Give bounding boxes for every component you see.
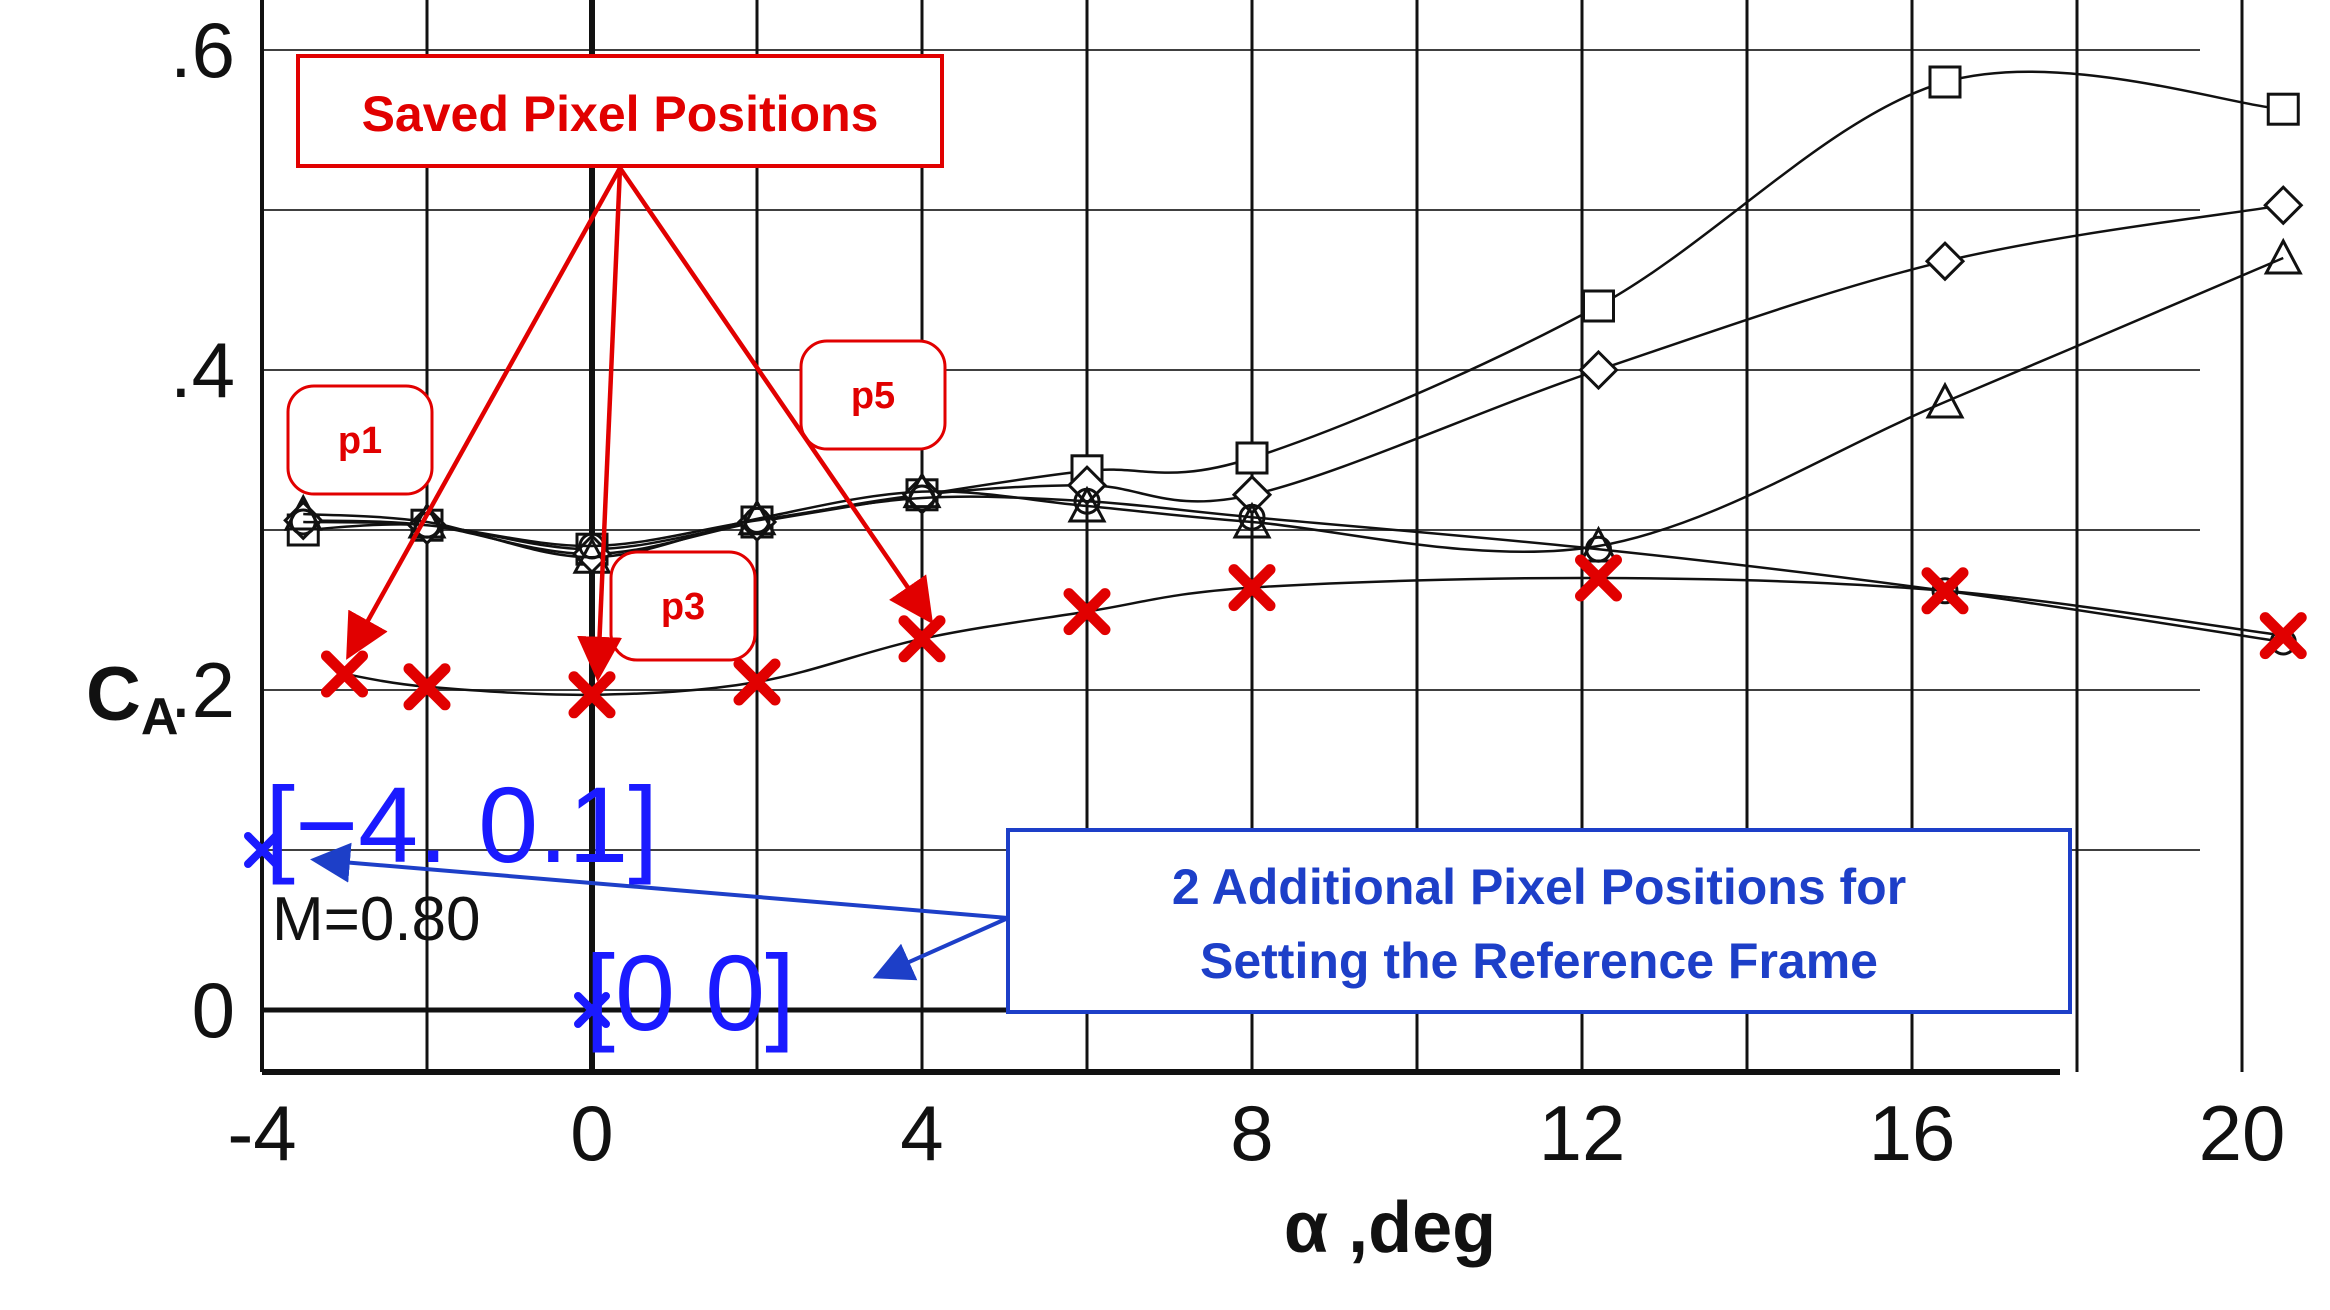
marker-square (1582, 289, 1615, 323)
saved-point-marker-stroke (1921, 567, 1969, 615)
marker-triangle (2263, 237, 2303, 275)
x-tick-label: 0 (570, 1089, 613, 1177)
data-series (283, 65, 2304, 697)
x-tick-label: 12 (1539, 1089, 1626, 1177)
reference-points (244, 832, 610, 1028)
saved-point-marker-stroke (321, 650, 368, 698)
reference-point-marker (574, 992, 610, 1028)
marker-circle (1585, 535, 1612, 563)
point-callout-box (286, 384, 434, 496)
saved-point-marker-stroke (1228, 564, 1276, 612)
reference-point-marker-stroke (574, 992, 610, 1028)
marker-square (1928, 65, 1962, 99)
marker-diamond (1231, 474, 1273, 515)
reference-label-2: [0 0] (585, 932, 795, 1053)
series-line-plain (344, 576, 2284, 697)
marker-square (2266, 92, 2300, 126)
series-line-triangle (303, 256, 2284, 559)
marker-diamond (1924, 241, 1966, 282)
point-callout-label: p1 (338, 420, 382, 462)
marker-circle (908, 484, 936, 512)
point-callouts: p1 p3 p5 (286, 339, 947, 662)
reference-point-marker (244, 832, 280, 868)
saved-point-marker (1575, 554, 1622, 602)
mach-annotation: M=0.80 (272, 885, 481, 954)
series-line-square (303, 70, 2284, 551)
reference-label-1: [−4. 0.1] (265, 764, 658, 885)
point-callout-box (799, 339, 947, 451)
marker-triangle (1925, 381, 1965, 419)
saved-point-marker-stroke (733, 658, 781, 706)
saved-point-marker (733, 658, 781, 706)
marker-square (1235, 441, 1269, 475)
saved-arrow (346, 166, 622, 660)
marker-triangle (1232, 501, 1272, 539)
y-tick-label: .4 (170, 326, 235, 414)
marker-triangle (1067, 485, 1107, 523)
point-callout-label: p3 (661, 586, 705, 628)
point-callout-label: p5 (851, 375, 895, 417)
x-tick-label: 16 (1869, 1089, 1956, 1177)
marker-diamond (1578, 349, 1619, 391)
saved-point-marker (898, 615, 946, 663)
point-callout-p1: p1 (286, 384, 434, 496)
saved-point-marker-stroke (403, 663, 451, 711)
point-callout-p5: p5 (799, 339, 947, 451)
reference-title-line-2: Setting the Reference Frame (1200, 933, 1878, 989)
x-tick-label: 4 (900, 1089, 943, 1177)
saved-point-marker-stroke (898, 615, 946, 663)
saved-point-marker (1921, 567, 1969, 615)
saved-point-marker (568, 671, 616, 719)
reference-arrow (872, 916, 1009, 981)
reference-arrows (310, 842, 1009, 981)
y-tick-label: .2 (170, 646, 235, 734)
marker-circle (1238, 503, 1266, 531)
x-tick-label: 8 (1230, 1089, 1273, 1177)
saved-arrow (577, 167, 623, 682)
marker-circle (743, 506, 771, 534)
x-tick-label: -4 (227, 1089, 296, 1177)
reference-point-marker-stroke (244, 832, 280, 868)
saved-arrow (618, 166, 934, 625)
y-tick-label: .6 (170, 6, 235, 94)
saved-point-marker (2259, 612, 2307, 660)
y-axis-label: CA (86, 652, 178, 746)
saved-arrows (346, 166, 934, 682)
marker-circle (289, 508, 317, 536)
series-line-diamond (303, 203, 2284, 556)
x-tick-label: 20 (2199, 1089, 2286, 1177)
reference-title-line-1: 2 Additional Pixel Positions for (1172, 859, 1906, 915)
marker-diamond (2263, 185, 2304, 226)
saved-point-marker-stroke (568, 671, 616, 719)
saved-point-marker-stroke (1575, 554, 1622, 602)
saved-positions-title: Saved Pixel Positions (362, 86, 879, 142)
saved-point-marker (1228, 564, 1276, 612)
saved-positions-callout: Saved Pixel Positions (296, 54, 944, 168)
point-callout-p3: p3 (609, 550, 757, 662)
saved-points (321, 554, 2307, 719)
reference-arrow (310, 842, 1009, 920)
x-axis-label: α ,deg (1284, 1188, 1496, 1268)
saved-point-marker-stroke (1063, 588, 1111, 636)
marker-circle (1073, 487, 1101, 515)
saved-point-marker (1063, 588, 1111, 636)
reference-frame-callout: 2 Additional Pixel Positions for Setting… (1006, 828, 2072, 1014)
saved-point-marker (403, 663, 451, 711)
y-tick-label: 0 (192, 966, 235, 1054)
saved-point-marker (321, 650, 368, 698)
point-callout-box (609, 550, 757, 662)
saved-point-marker-stroke (2259, 612, 2307, 660)
tick-labels: -4 0 4 8 12 16 20 0 .2 .4 .6 (170, 6, 2285, 1177)
